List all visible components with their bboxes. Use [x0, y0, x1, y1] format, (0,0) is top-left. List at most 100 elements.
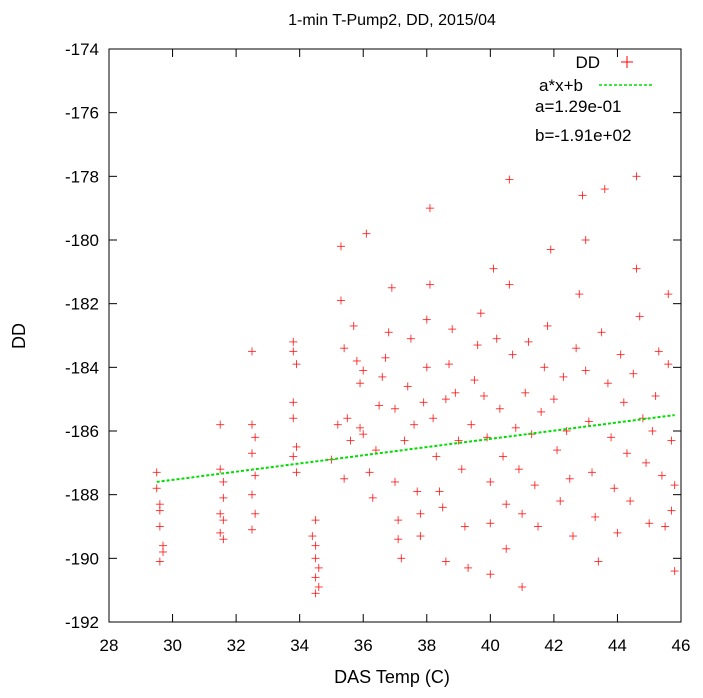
y-tick: -182 [65, 295, 681, 314]
data-point [251, 509, 260, 518]
y-tick-label: -174 [65, 40, 99, 59]
data-point [670, 567, 679, 576]
data-point [359, 366, 368, 375]
data-point [219, 535, 228, 544]
x-tick-label: 46 [672, 636, 691, 655]
data-point [642, 458, 651, 467]
data-point [460, 522, 469, 531]
data-point [391, 404, 399, 413]
fit-line [156, 414, 675, 483]
data-point [448, 325, 457, 334]
data-point [248, 347, 256, 356]
data-point [289, 398, 298, 407]
y-tick-label: -178 [65, 167, 99, 186]
data-point [308, 532, 317, 541]
data-point [502, 500, 511, 509]
x-tick: 40 [481, 49, 500, 655]
data-point [584, 417, 593, 426]
x-tick: 46 [672, 49, 691, 655]
y-tick: -176 [65, 104, 681, 123]
plot-frame [108, 48, 682, 623]
fit-param-a: a=1.29e-01 [535, 97, 622, 116]
x-tick: 30 [163, 49, 182, 655]
fit-param-b: b=-1.91e+02 [535, 126, 631, 145]
x-tick-label: 44 [608, 636, 627, 655]
data-point [489, 264, 498, 273]
data-point [416, 532, 425, 541]
data-point [251, 471, 260, 480]
y-tick-label: -176 [65, 104, 99, 123]
data-point [492, 334, 501, 343]
data-point [543, 321, 552, 330]
y-tick-label: -180 [65, 231, 99, 250]
data-point [397, 554, 406, 563]
data-point [581, 236, 590, 244]
data-point [629, 369, 638, 378]
data-point [534, 522, 542, 531]
data-point [518, 582, 527, 591]
data-point [336, 296, 345, 305]
data-point [616, 350, 625, 359]
y-tick: -186 [65, 422, 681, 441]
data-point [441, 395, 450, 404]
data-point [216, 420, 225, 429]
x-tick-label: 40 [481, 636, 500, 655]
data-point [626, 497, 635, 506]
data-point [473, 341, 482, 350]
y-tick-label: -186 [65, 422, 99, 441]
data-point [403, 382, 412, 391]
data-point [537, 407, 546, 416]
legend-label-fit: a*x+b [539, 76, 583, 95]
data-point [381, 353, 390, 362]
data-point [578, 191, 587, 200]
data-point [359, 430, 368, 439]
x-tick: 36 [354, 49, 373, 655]
data-point [356, 423, 365, 432]
x-tick-label: 28 [100, 636, 119, 655]
data-point [311, 541, 320, 550]
data-point [311, 589, 320, 598]
data-point [603, 379, 612, 388]
data-point [349, 321, 358, 330]
data-point [216, 509, 225, 518]
data-point [378, 372, 387, 381]
data-point [508, 350, 517, 359]
data-point [219, 477, 228, 486]
data-point [343, 414, 352, 423]
x-tick: 42 [544, 49, 563, 655]
data-point [438, 503, 447, 512]
data-point [524, 337, 533, 346]
data-point [248, 449, 256, 458]
x-tick-label: 42 [544, 636, 563, 655]
data-point [454, 436, 463, 445]
data-point [648, 427, 657, 435]
y-tick-label: -182 [65, 295, 99, 314]
data-point [368, 493, 377, 502]
data-point [384, 328, 393, 337]
data-point [562, 427, 571, 435]
data-point [346, 436, 355, 445]
data-point [429, 414, 438, 423]
data-point [425, 204, 434, 213]
data-point [505, 175, 514, 184]
y-tick-label: -188 [65, 486, 99, 505]
data-point [340, 344, 349, 353]
x-tick: 32 [227, 49, 246, 655]
x-tick-label: 36 [354, 636, 373, 655]
y-tick: -190 [65, 549, 681, 568]
data-point [667, 506, 676, 515]
data-point [572, 344, 581, 353]
data-point [387, 283, 396, 292]
data-point [607, 433, 616, 442]
data-point [219, 516, 228, 525]
data-point [292, 360, 301, 369]
points-layer [152, 172, 679, 598]
data-point [464, 563, 473, 572]
x-tick-label: 38 [417, 636, 436, 655]
data-point [451, 388, 460, 397]
data-point [457, 465, 466, 474]
data-point [499, 452, 508, 461]
data-point [664, 360, 673, 369]
data-point [435, 487, 444, 496]
